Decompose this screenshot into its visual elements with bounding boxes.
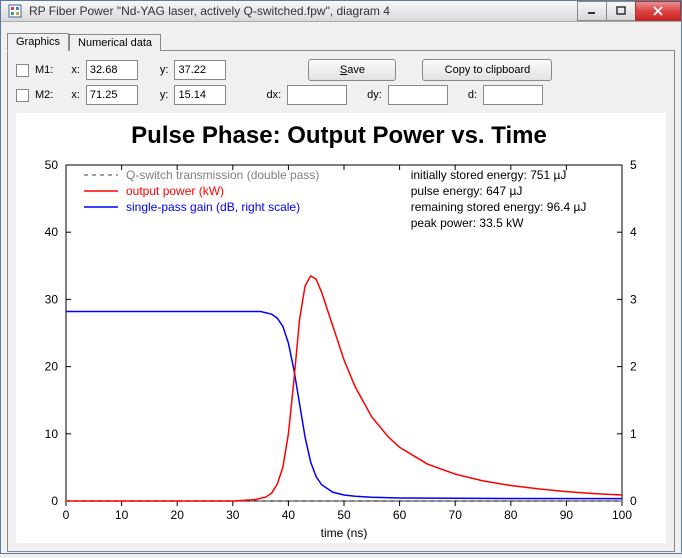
window-title: RP Fiber Power "Nd-YAG laser, actively Q… xyxy=(29,4,578,18)
m2-x-input[interactable] xyxy=(86,85,138,105)
client-area: Graphics Numerical data M1: x: y: Save C… xyxy=(1,22,681,558)
minimize-button[interactable] xyxy=(577,1,607,21)
svg-text:output power (kW): output power (kW) xyxy=(126,184,224,198)
svg-text:0: 0 xyxy=(630,494,637,508)
chart-area: Pulse Phase: Output Power vs. Time010203… xyxy=(16,113,666,543)
svg-text:time (ns): time (ns) xyxy=(321,526,368,540)
close-button[interactable] xyxy=(635,1,681,21)
m2-x-label: x: xyxy=(71,89,80,101)
tabstrip: Graphics Numerical data xyxy=(7,28,675,50)
tab-numerical-data[interactable]: Numerical data xyxy=(69,34,161,51)
m2-checkbox[interactable] xyxy=(16,89,29,102)
window-controls xyxy=(578,1,681,21)
svg-text:Pulse Phase: Output Power vs.: Pulse Phase: Output Power vs. Time xyxy=(131,122,547,149)
svg-text:30: 30 xyxy=(226,508,240,522)
svg-text:40: 40 xyxy=(45,225,59,239)
tab-panel: M1: x: y: Save Copy to clipboard M2: x: xyxy=(7,50,675,552)
m1-checkbox[interactable] xyxy=(16,64,29,77)
svg-text:1: 1 xyxy=(630,427,637,441)
svg-text:50: 50 xyxy=(337,508,351,522)
marker-row-1: M1: x: y: Save Copy to clipboard xyxy=(16,59,666,81)
m2-y-input[interactable] xyxy=(174,85,226,105)
svg-text:pulse energy: 647 µJ: pulse energy: 647 µJ xyxy=(411,184,523,198)
app-icon xyxy=(7,3,23,19)
svg-text:2: 2 xyxy=(630,360,637,374)
svg-text:0: 0 xyxy=(63,508,70,522)
svg-text:20: 20 xyxy=(171,508,185,522)
svg-text:40: 40 xyxy=(282,508,296,522)
dy-input[interactable] xyxy=(388,85,448,105)
m2-y-label: y: xyxy=(160,89,169,101)
svg-text:remaining stored energy: 96.4: remaining stored energy: 96.4 µJ xyxy=(411,200,587,214)
svg-text:0: 0 xyxy=(51,494,58,508)
svg-text:90: 90 xyxy=(560,508,574,522)
m1-x-label: x: xyxy=(71,64,80,76)
svg-text:10: 10 xyxy=(115,508,129,522)
svg-text:10: 10 xyxy=(45,427,59,441)
dx-input[interactable] xyxy=(287,85,347,105)
svg-text:50: 50 xyxy=(45,158,59,172)
svg-text:100: 100 xyxy=(612,508,632,522)
svg-text:30: 30 xyxy=(45,292,59,306)
dx-label: dx: xyxy=(266,89,281,101)
m1-y-input[interactable] xyxy=(174,60,226,80)
svg-text:single-pass gain (dB, right sc: single-pass gain (dB, right scale) xyxy=(126,200,300,214)
m1-label: M1: xyxy=(35,64,53,76)
svg-text:80: 80 xyxy=(504,508,518,522)
svg-text:20: 20 xyxy=(45,360,59,374)
chart-svg: Pulse Phase: Output Power vs. Time010203… xyxy=(16,113,662,543)
svg-text:70: 70 xyxy=(449,508,463,522)
svg-text:5: 5 xyxy=(630,158,637,172)
dy-label: dy: xyxy=(367,89,382,101)
m1-y-label: y: xyxy=(160,64,169,76)
d-input[interactable] xyxy=(483,85,543,105)
d-label: d: xyxy=(468,89,477,101)
svg-text:initially stored energy: 751 µ: initially stored energy: 751 µJ xyxy=(411,168,567,182)
svg-text:4: 4 xyxy=(630,225,637,239)
m1-x-input[interactable] xyxy=(86,60,138,80)
svg-text:3: 3 xyxy=(630,292,637,306)
titlebar: RP Fiber Power "Nd-YAG laser, actively Q… xyxy=(1,1,681,22)
maximize-button[interactable] xyxy=(606,1,636,21)
m2-label: M2: xyxy=(35,89,53,101)
svg-text:Q-switch transmission (double: Q-switch transmission (double pass) xyxy=(126,168,319,182)
svg-text:60: 60 xyxy=(393,508,407,522)
app-window: RP Fiber Power "Nd-YAG laser, actively Q… xyxy=(0,0,682,554)
svg-text:peak power: 33.5 kW: peak power: 33.5 kW xyxy=(411,216,524,230)
marker-row-2: M2: x: y: dx: dy: d: xyxy=(16,85,666,105)
copy-button[interactable]: Copy to clipboard xyxy=(422,59,552,81)
save-button[interactable]: Save xyxy=(308,59,396,81)
tab-graphics[interactable]: Graphics xyxy=(7,33,69,51)
